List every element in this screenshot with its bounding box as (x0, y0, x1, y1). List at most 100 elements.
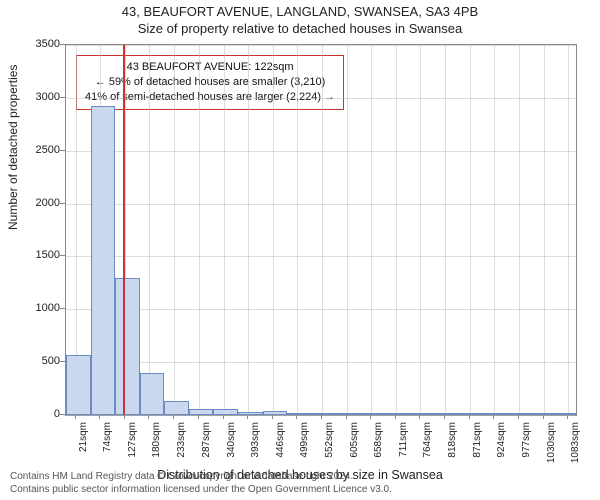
gridline-vertical (568, 45, 569, 415)
x-tick-mark (543, 414, 544, 419)
x-tick-mark (272, 414, 273, 419)
x-tick-mark (223, 414, 224, 419)
x-tick-mark (370, 414, 371, 419)
x-tick-label: 818sqm (447, 422, 458, 458)
histogram-bar (459, 413, 484, 415)
footer-line-2: Contains public sector information licen… (10, 484, 392, 497)
gridline-vertical (519, 45, 520, 415)
x-tick-mark (75, 414, 76, 419)
histogram-bar (361, 413, 386, 415)
x-tick-label: 924sqm (496, 422, 507, 458)
gridline-vertical (371, 45, 372, 415)
histogram-bar (213, 409, 238, 415)
x-tick-label: 977sqm (521, 422, 532, 458)
gridline-vertical (322, 45, 323, 415)
gridline-vertical (224, 45, 225, 415)
chart-container: 43, BEAUFORT AVENUE, LANGLAND, SWANSEA, … (0, 0, 600, 500)
plot-area: 43 BEAUFORT AVENUE: 122sqm ← 59% of deta… (65, 44, 577, 416)
histogram-bar (91, 106, 116, 415)
property-marker-line (123, 45, 125, 415)
x-tick-label: 446sqm (275, 422, 286, 458)
gridline-vertical (470, 45, 471, 415)
histogram-bar (189, 409, 214, 415)
y-tick-label: 3000 (20, 91, 60, 103)
gridline-vertical (347, 45, 348, 415)
x-tick-label: 180sqm (151, 422, 162, 458)
histogram-bar (287, 413, 312, 415)
x-tick-mark (469, 414, 470, 419)
gridline-vertical (297, 45, 298, 415)
gridline-vertical (273, 45, 274, 415)
x-tick-label: 340sqm (226, 422, 237, 458)
x-tick-label: 764sqm (422, 422, 433, 458)
x-tick-mark (296, 414, 297, 419)
x-tick-label: 552sqm (324, 422, 335, 458)
gridline-vertical (420, 45, 421, 415)
x-tick-mark (346, 414, 347, 419)
y-tick-mark (60, 97, 65, 98)
histogram-bar (140, 373, 165, 415)
y-tick-mark (60, 203, 65, 204)
histogram-bar (312, 413, 337, 415)
y-axis-label: Number of detached properties (6, 65, 20, 230)
x-tick-mark (247, 414, 248, 419)
histogram-bar (435, 413, 460, 415)
x-tick-label: 605sqm (349, 422, 360, 458)
y-tick-label: 500 (20, 355, 60, 367)
gridline-vertical (396, 45, 397, 415)
gridline-vertical (248, 45, 249, 415)
y-tick-label: 0 (20, 408, 60, 420)
x-tick-mark (444, 414, 445, 419)
histogram-bar (484, 413, 509, 415)
y-tick-label: 2000 (20, 197, 60, 209)
x-tick-label: 74sqm (102, 422, 113, 452)
x-tick-label: 1030sqm (546, 422, 557, 463)
x-tick-mark (395, 414, 396, 419)
histogram-bar (115, 278, 140, 415)
x-tick-label: 233sqm (176, 422, 187, 458)
y-tick-mark (60, 44, 65, 45)
x-tick-label: 658sqm (373, 422, 384, 458)
x-tick-mark (567, 414, 568, 419)
y-tick-mark (60, 308, 65, 309)
y-tick-label: 3500 (20, 38, 60, 50)
x-tick-mark (198, 414, 199, 419)
x-tick-label: 711sqm (398, 422, 409, 457)
x-tick-mark (148, 414, 149, 419)
x-tick-mark (99, 414, 100, 419)
y-tick-mark (60, 150, 65, 151)
x-tick-label: 393sqm (250, 422, 261, 458)
x-tick-mark (173, 414, 174, 419)
x-tick-label: 21sqm (78, 422, 89, 452)
histogram-bar (385, 413, 410, 415)
footer-attribution: Contains HM Land Registry data © Crown c… (10, 471, 392, 496)
histogram-bar (533, 413, 558, 415)
x-tick-label: 871sqm (472, 422, 483, 458)
x-tick-mark (493, 414, 494, 419)
x-tick-label: 1083sqm (570, 422, 581, 463)
gridline-vertical (544, 45, 545, 415)
x-tick-mark (321, 414, 322, 419)
y-tick-mark (60, 361, 65, 362)
histogram-bar (66, 355, 91, 415)
property-info-box: 43 BEAUFORT AVENUE: 122sqm ← 59% of deta… (76, 55, 344, 110)
gridline-vertical (174, 45, 175, 415)
histogram-bar (508, 413, 533, 415)
footer-line-1: Contains HM Land Registry data © Crown c… (10, 471, 392, 484)
title-sub: Size of property relative to detached ho… (0, 19, 600, 36)
y-tick-label: 1500 (20, 249, 60, 261)
x-tick-mark (124, 414, 125, 419)
histogram-bar (263, 411, 288, 415)
gridline-vertical (445, 45, 446, 415)
x-tick-label: 287sqm (201, 422, 212, 458)
x-tick-mark (518, 414, 519, 419)
y-tick-label: 1000 (20, 302, 60, 314)
histogram-bar (164, 401, 189, 415)
gridline-vertical (199, 45, 200, 415)
x-tick-mark (419, 414, 420, 419)
histogram-bar (238, 412, 263, 415)
gridline-vertical (494, 45, 495, 415)
histogram-bar (336, 413, 361, 415)
x-tick-label: 127sqm (127, 422, 138, 458)
title-main: 43, BEAUFORT AVENUE, LANGLAND, SWANSEA, … (0, 0, 600, 19)
